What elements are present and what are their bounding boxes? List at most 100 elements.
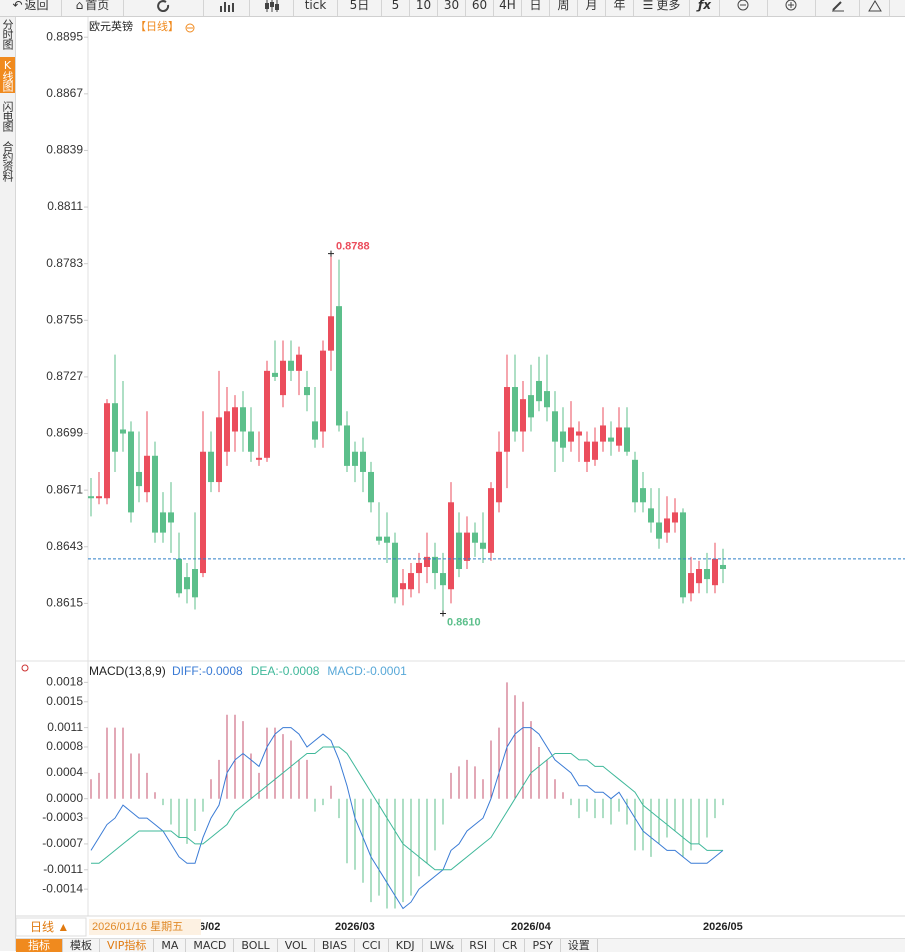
candle-body xyxy=(456,532,462,570)
candle-body xyxy=(120,429,126,434)
period-button[interactable]: 月 xyxy=(578,0,606,16)
candle-body xyxy=(232,407,238,432)
indicator-tab[interactable]: KDJ xyxy=(389,939,423,952)
period-button[interactable]: 5 xyxy=(382,0,410,16)
y-tick-label: 0.8643 xyxy=(46,539,83,553)
readout: DEA:-0.0008 xyxy=(251,664,320,678)
candle-body xyxy=(320,350,326,432)
formula-button[interactable]: ƒx xyxy=(690,0,720,16)
indicator-tab[interactable]: VOL xyxy=(278,939,315,952)
triangle-button[interactable] xyxy=(860,0,890,16)
candle-body xyxy=(560,431,566,448)
tab[interactable]: K线图 xyxy=(0,57,15,93)
indicator-tab[interactable]: LW& xyxy=(423,939,463,952)
y-tick-label: 0.8839 xyxy=(46,143,83,157)
period-button[interactable]: tick xyxy=(294,0,338,16)
candle-body xyxy=(592,441,598,460)
indicator-tab[interactable]: 模板 xyxy=(63,939,100,952)
candle-body xyxy=(288,360,294,371)
refresh-button[interactable] xyxy=(124,0,204,16)
indicator-tab[interactable]: PSY xyxy=(525,939,561,952)
x-tick-label: 2026/03 xyxy=(335,921,375,933)
icon xyxy=(219,2,234,12)
readout: DIFF:-0.0008 xyxy=(172,664,243,678)
indicator-tab[interactable]: BOLL xyxy=(234,939,278,952)
x-tick-label: 2026/05 xyxy=(703,921,743,933)
candle-body xyxy=(336,306,342,426)
y-tick-label: 0.8755 xyxy=(46,312,83,326)
y-tick-label: 0.0018 xyxy=(46,675,83,689)
period-button[interactable]: 30 xyxy=(438,0,466,16)
indicator-tab[interactable]: 指标 xyxy=(16,939,63,952)
indicator-tab[interactable]: CCI xyxy=(355,939,389,952)
candle-body xyxy=(152,455,158,533)
candle-body xyxy=(224,411,230,452)
period-button[interactable]: 60 xyxy=(466,0,494,16)
candle-body xyxy=(608,437,614,442)
zoom-in-button[interactable] xyxy=(768,0,816,16)
candle-body xyxy=(600,425,606,442)
indicator-tab[interactable]: CR xyxy=(495,939,526,952)
tab[interactable]: 闪电图 xyxy=(1,101,14,131)
more-button[interactable]: ☰ 更多 xyxy=(634,0,690,16)
date-box xyxy=(89,919,201,935)
period-button[interactable]: 10 xyxy=(410,0,438,16)
y-tick-label: 0.0011 xyxy=(47,720,83,734)
icon xyxy=(264,0,279,12)
candle-body xyxy=(216,417,222,483)
y-tick-label: 0.8895 xyxy=(46,29,83,43)
candle-body xyxy=(720,564,726,570)
candle-body xyxy=(496,451,502,503)
candle-body xyxy=(112,403,118,452)
chart-type-button[interactable] xyxy=(204,0,250,16)
candle-body xyxy=(480,542,486,549)
low-label: 0.8610 xyxy=(447,616,481,628)
candle-body xyxy=(520,399,526,432)
icon xyxy=(785,0,796,11)
candle-body xyxy=(672,512,678,523)
timeframe-label[interactable]: 日线 ▲ xyxy=(30,920,69,934)
period-button[interactable]: 周 xyxy=(550,0,578,16)
candle-body xyxy=(128,431,134,513)
period-button[interactable]: 4H xyxy=(494,0,522,16)
y-tick-label: 0.0004 xyxy=(46,765,83,779)
indicator-tab[interactable]: 设置 xyxy=(561,939,598,952)
candle-body xyxy=(696,569,702,584)
candle-body xyxy=(488,488,494,553)
candle-body xyxy=(576,431,582,436)
sidebar: 分时图 K线图 闪电图 合约资料 xyxy=(0,17,16,951)
zoom-out-button[interactable] xyxy=(720,0,768,16)
y-tick-label: -0.0014 xyxy=(42,881,83,895)
label: 更多 xyxy=(656,0,681,12)
period-button[interactable]: 日 xyxy=(522,0,550,16)
indicator-tab[interactable]: BIAS xyxy=(315,939,356,952)
candle-body xyxy=(536,380,542,402)
draw-button[interactable] xyxy=(816,0,860,16)
indicator-tab[interactable]: MA xyxy=(154,939,187,952)
indicator-tab[interactable]: MACD xyxy=(186,939,235,952)
settings-icon xyxy=(21,664,29,672)
candle-body xyxy=(568,427,574,442)
high-label: 0.8788 xyxy=(336,240,370,252)
candle-body xyxy=(552,411,558,442)
candle-body xyxy=(168,512,174,523)
candle-body xyxy=(464,532,470,561)
home-button[interactable]: ⌂ 首页 xyxy=(62,0,124,16)
candle-body xyxy=(632,459,638,503)
tab[interactable]: 分时图 xyxy=(1,19,14,49)
tab[interactable]: 合约资料 xyxy=(1,141,14,181)
indicator-tab[interactable]: RSI xyxy=(462,939,496,952)
candle-body xyxy=(680,512,686,598)
y-tick-label: 0.8811 xyxy=(47,199,83,213)
y-tick-label: 0.8727 xyxy=(46,369,83,383)
candle-button[interactable] xyxy=(250,0,294,16)
back-button[interactable]: ↶ 返回 xyxy=(0,0,62,16)
toolbar: ↶ 返回 ⌂ 首页 tick 5日 5 10 30 60 4H 日 周 月 年 ☰ 更… xyxy=(0,0,905,17)
period-button[interactable]: 5日 xyxy=(338,0,382,16)
candle-body xyxy=(184,577,190,590)
readout: MACD:-0.0001 xyxy=(327,664,407,678)
period-button[interactable]: 年 xyxy=(606,0,634,16)
indicator-tab[interactable]: VIP指标 xyxy=(100,939,155,952)
y-tick-label: 0.8615 xyxy=(46,596,83,610)
candle-body xyxy=(368,471,374,503)
